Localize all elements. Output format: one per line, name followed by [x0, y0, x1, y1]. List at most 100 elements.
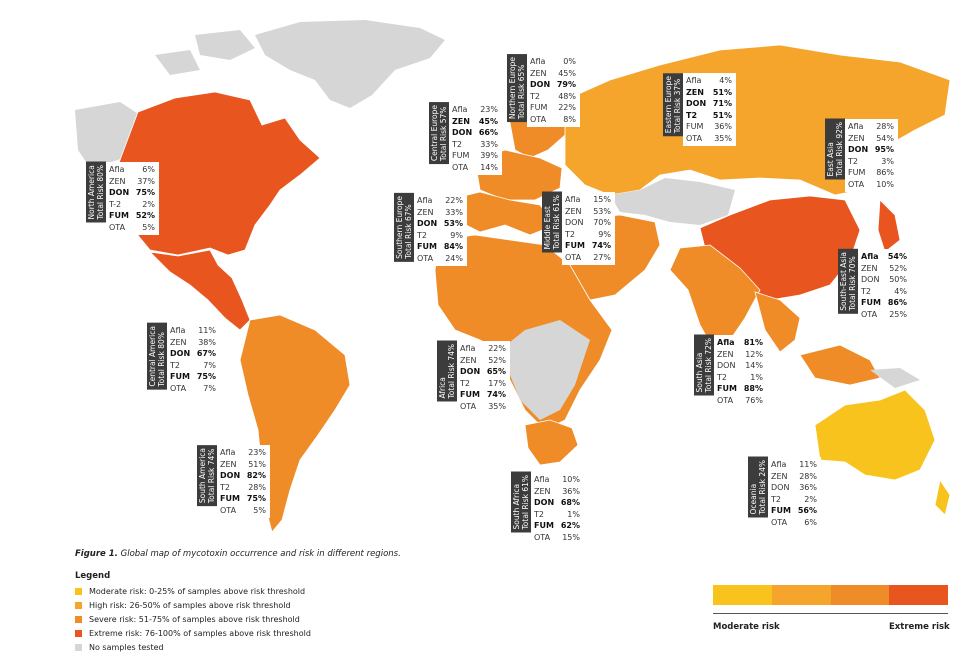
stat-toxin: Afla — [452, 105, 468, 114]
stat-row: Afla 6% — [109, 164, 155, 176]
stat-toxin: FUM — [565, 241, 585, 250]
stat-row: Afla 11% — [771, 459, 817, 471]
region-tab: Eastern Europe Total Risk 37% — [663, 73, 683, 137]
stat-value: 15% — [562, 532, 580, 542]
stat-value: 12% — [745, 349, 763, 359]
stat-value: 22% — [488, 344, 506, 353]
stat-toxin: DON — [686, 99, 707, 108]
region-stats: Afla 28% ZEN 54% DON 95% T2 3% FUM 86% OTA 10% — [845, 119, 898, 192]
stat-toxin: T2 — [534, 509, 544, 519]
stat-value: 56% — [797, 506, 817, 515]
stat-toxin: ZEN — [220, 459, 237, 469]
stat-value: 62% — [560, 521, 580, 530]
stat-toxin: T2 — [220, 482, 230, 492]
stat-row: Afla 54% — [861, 251, 907, 263]
stat-row: T2 33% — [452, 139, 498, 151]
stat-row: OTA 10% — [848, 179, 894, 191]
region-total-risk: Total Risk 92% — [835, 122, 844, 177]
stat-value: 23% — [248, 448, 266, 457]
region-name: North America — [87, 165, 96, 220]
stat-toxin: OTA — [686, 133, 703, 143]
stat-row: FUM 86% — [848, 167, 894, 179]
region-total-risk: Total Risk 70% — [848, 256, 857, 311]
stat-row: DON 50% — [861, 274, 907, 286]
stat-value: 4% — [719, 76, 732, 85]
stat-value: 8% — [563, 114, 576, 124]
stat-toxin: DON — [534, 498, 555, 507]
legend-item-severe: Severe risk: 51-75% of samples above ris… — [75, 615, 300, 624]
stat-row: OTA 5% — [109, 222, 155, 234]
stat-value: 86% — [887, 298, 907, 307]
stat-value: 50% — [889, 275, 907, 284]
central-africa-shape — [500, 320, 590, 420]
region-box-oceania: Oceania Total Risk 24% Afla 11% ZEN 28% DON 36%… — [748, 457, 821, 530]
stat-toxin: OTA — [534, 532, 551, 542]
region-tab: Oceania Total Risk 24% — [748, 457, 768, 518]
stat-row: FUM 22% — [530, 102, 576, 114]
region-total-risk: Total Risk 74% — [207, 448, 216, 504]
stat-value: 28% — [876, 122, 894, 131]
stat-value: 75% — [135, 188, 155, 197]
stat-toxin: FUM — [861, 298, 881, 307]
stat-value: 4% — [894, 286, 907, 296]
legend-title: Legend — [75, 571, 111, 581]
stat-row: Afla 11% — [170, 325, 216, 337]
stat-value: 71% — [712, 99, 732, 108]
figure-caption: Figure 1. Global map of mycotoxin occurr… — [75, 549, 401, 559]
stat-toxin: ZEN — [771, 471, 788, 481]
stat-toxin: DON — [170, 349, 191, 358]
stat-row: DON 71% — [686, 98, 732, 110]
stat-toxin: DON — [109, 188, 130, 197]
region-name: Eastern Europe — [664, 76, 673, 134]
stat-toxin: FUM — [686, 122, 704, 131]
region-box-south-east-asia: South-East Asia Total Risk 70% Afla 54% ZEN 5… — [838, 249, 911, 322]
stat-row: ZEN 54% — [848, 133, 894, 145]
stat-row: T2 48% — [530, 91, 576, 103]
region-name: East Asia — [826, 142, 835, 177]
region-stats: Afla 81% ZEN 12% DON 14% T2 1% FUM 88% OTA 76% — [714, 335, 767, 408]
stat-row: FUM 52% — [109, 210, 155, 222]
japan-shape — [877, 199, 901, 253]
south-east-asia-shape — [754, 291, 881, 386]
stat-row: T2 51% — [686, 110, 732, 122]
scale-segment-high — [771, 585, 831, 605]
stat-toxin: FUM — [771, 506, 791, 515]
region-tab: South Africa Total Risk 61% — [511, 472, 531, 533]
stat-row: DON 66% — [452, 127, 498, 139]
stat-value: 38% — [198, 337, 216, 347]
stat-toxin: Afla — [109, 165, 125, 174]
stat-toxin: DON — [220, 471, 241, 480]
stat-value: 22% — [558, 103, 576, 112]
oceania-shape — [814, 389, 936, 481]
region-name: Central America — [148, 326, 157, 387]
region-box-south-africa: South Africa Total Risk 61% Afla 10% ZEN 36% D… — [511, 472, 584, 545]
stat-toxin: OTA — [771, 517, 788, 527]
stat-value: 75% — [246, 494, 266, 503]
stat-value: 52% — [488, 355, 506, 365]
stat-value: 23% — [480, 105, 498, 114]
region-stats: Afla 6% ZEN 37% DON 75% T-2 2% FUM 52% OTA 5% — [106, 162, 159, 235]
stat-row: FUM 75% — [170, 371, 216, 383]
stat-row: T2 2% — [771, 494, 817, 506]
legend-item-moderate: Moderate risk: 0-25% of samples above ri… — [75, 587, 305, 596]
region-total-risk: Total Risk 65% — [517, 64, 526, 120]
region-tab: South America Total Risk 74% — [197, 445, 217, 507]
stat-value: 9% — [598, 229, 611, 239]
legend-item-extreme: Extreme risk: 76-100% of samples above r… — [75, 629, 311, 638]
stat-value: 11% — [799, 460, 817, 469]
stat-toxin: DON — [530, 80, 551, 89]
region-total-risk: Total Risk 80% — [157, 332, 166, 387]
stat-row: ZEN 51% — [686, 87, 732, 99]
region-name: South America — [198, 448, 207, 504]
region-stats: Afla 11% ZEN 38% DON 67% T2 7% FUM 75% OTA 7% — [167, 323, 220, 396]
stat-row: DON 67% — [170, 348, 216, 360]
stat-row: OTA 5% — [220, 505, 266, 517]
stat-row: ZEN 51% — [220, 459, 266, 471]
stat-value: 9% — [450, 230, 463, 240]
stat-row: T2 9% — [565, 229, 611, 241]
stat-row: OTA 25% — [861, 309, 907, 321]
region-name: Southern Europe — [395, 196, 404, 259]
stat-value: 11% — [198, 326, 216, 335]
stat-value: 37% — [137, 176, 155, 186]
stat-value: 22% — [445, 196, 463, 205]
